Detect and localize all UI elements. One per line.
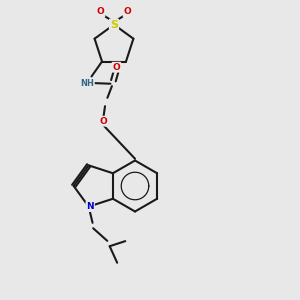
Text: N: N xyxy=(86,202,94,211)
Text: S: S xyxy=(110,20,118,30)
Text: O: O xyxy=(124,8,131,16)
Text: NH: NH xyxy=(80,79,94,88)
Text: O: O xyxy=(97,8,104,16)
Text: O: O xyxy=(112,63,120,72)
Text: O: O xyxy=(100,117,107,126)
